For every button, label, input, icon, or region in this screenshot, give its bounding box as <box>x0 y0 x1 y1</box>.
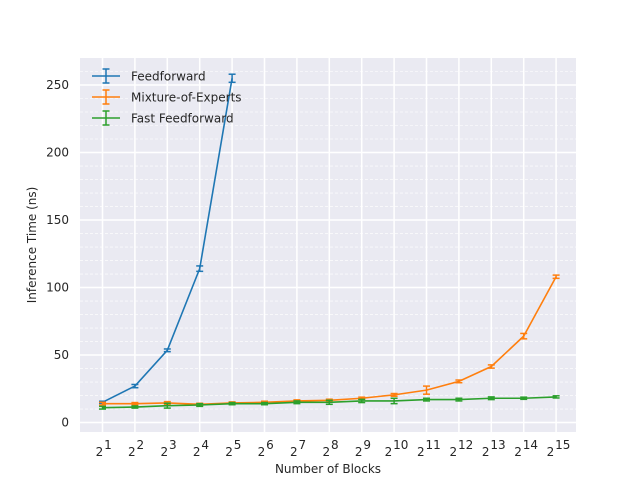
error-bar <box>520 332 528 340</box>
x-tick-label: 2 10 <box>385 438 409 459</box>
legend-item: Feedforward <box>92 68 206 84</box>
error-bar <box>131 405 139 409</box>
x-tick-label: 2 14 <box>514 438 538 459</box>
minor-grid <box>80 71 576 410</box>
error-bar <box>358 398 366 404</box>
y-tick-label: 100 <box>46 281 69 295</box>
x-tick-label: 2 11 <box>417 438 441 459</box>
y-tick-label: 50 <box>54 348 69 362</box>
error-bar <box>552 395 560 399</box>
error-bar <box>552 274 560 280</box>
x-tick-base: 2 <box>417 445 425 459</box>
error-bar <box>390 392 398 397</box>
x-tick-exponent: 14 <box>523 438 538 452</box>
x-tick-exponent: 2 <box>137 438 145 452</box>
x-tick-base: 2 <box>96 445 104 459</box>
plot-area <box>80 58 576 432</box>
error-bar <box>228 73 236 84</box>
x-tick-label: 2 15 <box>547 438 571 459</box>
error-bar <box>99 405 106 410</box>
error-bar <box>196 265 204 273</box>
x-tick-base: 2 <box>385 445 393 459</box>
x-tick-base: 2 <box>160 445 168 459</box>
error-bar <box>390 397 398 405</box>
x-tick-exponent: 3 <box>169 438 177 452</box>
error-bar <box>520 396 528 401</box>
error-bar <box>228 401 236 406</box>
x-tick-label: 2 13 <box>482 438 506 459</box>
x-tick-base: 2 <box>449 445 457 459</box>
error-bar <box>163 348 171 353</box>
x-tick-exponent: 7 <box>299 438 307 452</box>
y-tick-labels: 0 50 100 150 200 250 <box>46 78 69 430</box>
error-bar <box>455 379 463 384</box>
y-tick-label: 200 <box>46 146 69 160</box>
error-bar <box>196 402 204 408</box>
legend-label: Fast Feedforward <box>131 112 234 126</box>
legend-item: Mixture-of-Experts <box>92 89 242 105</box>
error-bar <box>99 401 106 406</box>
x-tick-base: 2 <box>225 445 233 459</box>
x-tick-exponent: 9 <box>363 438 371 452</box>
error-bar <box>487 364 495 369</box>
x-tick-base: 2 <box>258 445 266 459</box>
series-layer <box>99 73 560 410</box>
legend-label: Mixture-of-Experts <box>131 91 242 105</box>
x-tick-exponent: 11 <box>426 438 441 452</box>
x-tick-exponent: 4 <box>201 438 209 452</box>
error-bar <box>261 401 268 406</box>
error-bar <box>131 383 139 389</box>
x-tick-exponent: 13 <box>490 438 505 452</box>
error-bar <box>163 402 171 409</box>
x-tick-base: 2 <box>547 445 555 459</box>
x-tick-base: 2 <box>290 445 298 459</box>
x-tick-base: 2 <box>193 445 201 459</box>
x-tick-exponent: 5 <box>234 438 242 452</box>
x-tick-base: 2 <box>128 445 136 459</box>
legend: Feedforward Mixture-of-Experts Fast Feedfo… <box>92 68 242 126</box>
error-bar <box>423 397 430 402</box>
error-bar <box>293 400 301 405</box>
y-tick-label: 0 <box>61 416 69 430</box>
series-feedforward <box>99 73 236 405</box>
x-tick-exponent: 10 <box>393 438 408 452</box>
legend-item: Fast Feedforward <box>92 110 234 126</box>
x-tick-base: 2 <box>514 445 522 459</box>
series-fast-feedforward <box>99 395 560 410</box>
x-axis-label: Number of Blocks <box>275 462 381 476</box>
error-bar <box>487 396 495 401</box>
x-tick-label: 2 12 <box>449 438 473 459</box>
major-grid <box>80 58 576 432</box>
x-tick-base: 2 <box>355 445 363 459</box>
y-tick-label: 250 <box>46 78 69 92</box>
legend-label: Feedforward <box>131 70 206 84</box>
x-tick-exponent: 6 <box>266 438 274 452</box>
x-tick-exponent: 1 <box>104 438 112 452</box>
error-bar <box>423 385 430 395</box>
x-tick-base: 2 <box>322 445 330 459</box>
x-tick-exponent: 12 <box>458 438 473 452</box>
x-tick-exponent: 8 <box>331 438 339 452</box>
error-bar <box>325 399 333 406</box>
error-bar <box>131 401 139 406</box>
error-bar <box>455 397 463 402</box>
y-axis-label: Inference Time (ns) <box>25 187 39 304</box>
x-tick-base: 2 <box>482 445 490 459</box>
x-tick-labels: 2 1 2 2 2 3 2 4 2 5 2 6 2 7 2 8 2 9 2 10 2 11 2 12 2 13 2 14 2 15 <box>96 438 571 459</box>
y-tick-label: 150 <box>46 213 69 227</box>
x-tick-exponent: 15 <box>555 438 570 452</box>
